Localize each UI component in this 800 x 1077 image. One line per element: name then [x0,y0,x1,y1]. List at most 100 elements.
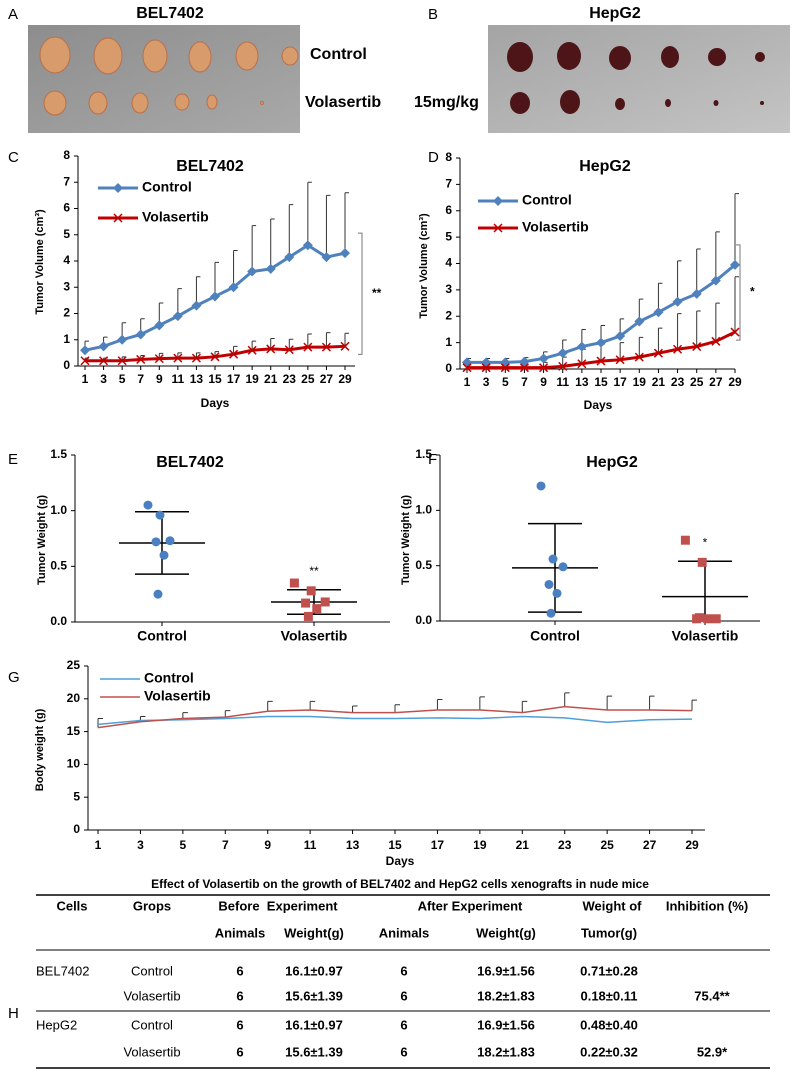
y-tick-label: 0.5 [415,558,432,572]
annotation: * [750,285,755,299]
error-bar [649,695,655,710]
point [117,334,128,345]
point [711,614,721,624]
table-header: Weight(g) [476,925,536,940]
point [653,348,663,358]
table-header: Animals [215,925,266,940]
tumor [88,91,108,115]
table-cell: 0.71±0.28 [580,963,638,978]
table-cell: 6 [236,1017,243,1032]
x-tick-label: 5 [119,372,126,386]
point [172,311,183,322]
table-cell: Volasertib [123,1044,180,1059]
error-bar [224,710,231,718]
point [321,252,332,263]
point [154,354,164,364]
error-bar [677,260,682,302]
y-tick-label: 1.5 [415,447,432,461]
x-tick-label: Volasertib [672,628,739,644]
table-header: Weight of [583,898,643,913]
x-tick-label: 7 [222,838,229,852]
point [546,608,556,618]
point [462,363,472,373]
error-bar [394,704,400,713]
error-bar [307,181,312,246]
tumor [510,92,530,114]
y-tick-label: 4 [445,256,452,270]
error-bar [352,705,358,713]
point [320,597,330,607]
error-bar [734,276,739,333]
x-tick-label: 27 [709,375,723,389]
error-bar [307,333,312,348]
y-tick-label: 8 [63,148,70,162]
error-bar [344,332,349,347]
point [143,500,153,510]
y-tick-label: 5 [63,227,70,241]
point [500,363,510,373]
y-tick-label: 20 [67,691,81,705]
y-tick-label: 1 [63,332,70,346]
point [302,240,313,251]
x-tick-label: 19 [473,838,487,852]
table-cell: 18.2±1.83 [477,988,535,1003]
tumor [665,99,671,107]
x-axis-label: Days [386,854,415,868]
error-bar [657,327,663,354]
point [730,259,740,270]
y-axis-label: Tumor Weight (g) [36,495,48,585]
point [98,341,109,352]
point [730,327,740,337]
panel-label: G [8,669,20,686]
tumor [188,41,212,73]
tumor [713,100,719,106]
error-bar [309,700,316,710]
point [247,345,257,355]
error-bar [564,692,570,707]
error-bar [479,696,485,710]
point [596,356,606,366]
y-tick-label: 0.5 [50,559,67,573]
point [303,342,313,352]
x-tick-label: 23 [671,375,685,389]
x-tick-label: 3 [483,375,490,389]
chart-title: HepG2 [579,158,631,175]
table-cell: 0.48±0.40 [580,1017,638,1032]
error-bar [288,204,294,258]
x-tick-label: 3 [100,372,107,386]
tumor [142,39,168,73]
tumor [39,36,71,74]
error-bar [270,337,275,349]
table-cell: 0.18±0.11 [580,988,637,1003]
legend-label: Control [522,192,572,208]
y-tick-label: 0 [63,358,70,372]
point [159,550,169,560]
x-tick-label: 17 [431,838,445,852]
error-bar [696,248,701,294]
table-header: Animals [379,925,430,940]
table-cell: Control [131,1017,173,1032]
point [697,557,707,567]
chart-title: BEL7402 [156,454,224,471]
legend-label: Control [142,179,192,195]
row-label: 15mg/kg [414,94,479,111]
point [301,598,311,608]
tumor [206,94,218,110]
y-tick-label: 15 [67,724,81,738]
tumor [609,46,631,70]
x-tick-label: 11 [172,372,185,386]
x-tick-label: 11 [556,375,569,389]
legend-marker [113,213,123,223]
x-tick-label: 29 [338,372,352,386]
error-bar [715,302,720,342]
legend-label: Control [144,670,194,686]
tumor [235,41,259,71]
point [153,589,163,599]
point [321,342,331,352]
error-bar [325,332,331,348]
point [536,481,546,491]
y-tick-label: 1.5 [50,447,67,461]
photo-bel7402 [28,25,300,133]
y-tick-label: 2 [63,306,70,320]
point [519,363,529,373]
